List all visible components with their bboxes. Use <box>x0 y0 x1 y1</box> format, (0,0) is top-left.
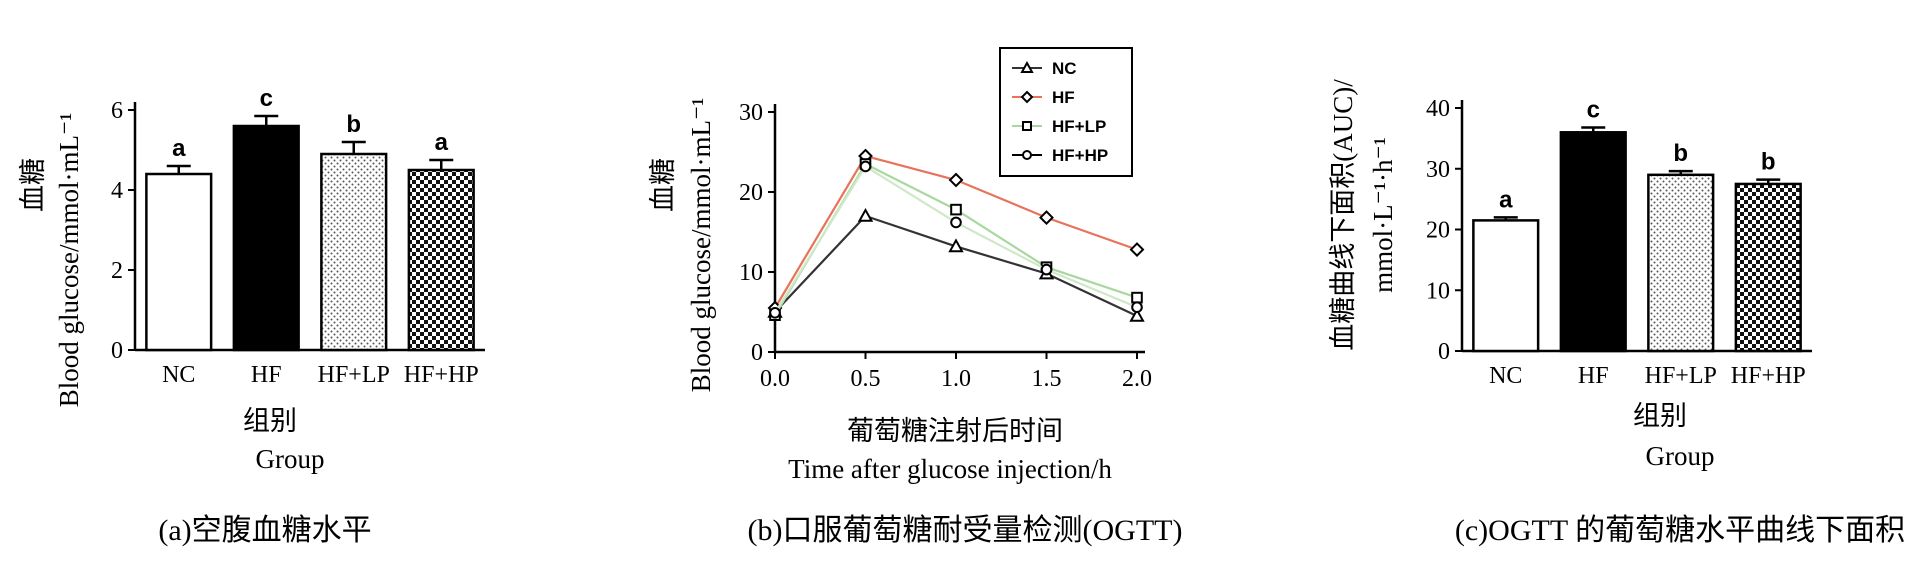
panel-c-caption: (c)OGTT 的葡萄糖水平曲线下面积 <box>1455 514 1905 547</box>
panel-c-ytick-label: 30 <box>1426 157 1450 183</box>
panel-b-xlabel: Time after glucose injection/h <box>788 454 1112 484</box>
panel-b-point-nc <box>1129 307 1145 322</box>
panel-b-point-hf-hp <box>950 216 962 229</box>
panel-b-legend-marker <box>1022 121 1032 131</box>
panel-c-plot: 0 10 20 30 40 a NC c HF b HF+LP b HF+HP <box>1426 96 1812 389</box>
panel-c-ylabel-line2: mmol·L⁻¹·h⁻¹ <box>1368 137 1398 293</box>
panel-b-xtick-label: 0.5 <box>851 366 881 392</box>
panel-a-xlabel-cn: 组别 <box>243 406 297 436</box>
panel-a-category-label: HF <box>251 362 282 388</box>
panel-b-point-hf <box>1039 210 1054 226</box>
panel-c-ylabel-line1: 血糖曲线下面积(AUC)/ <box>1328 79 1358 351</box>
panel-c-category-label: HF <box>1578 363 1609 389</box>
panel-a-bar-hf-hp <box>407 168 475 352</box>
panel-c: 0 10 20 30 40 a NC c HF b HF+LP b HF+HP 血糖曲线下面积(AUC)… <box>1328 79 1905 547</box>
panel-b-ytick-label: 30 <box>739 100 763 126</box>
panel-c-significance-letter: b <box>1761 149 1776 176</box>
panel-c-category-label: HF+HP <box>1731 363 1806 389</box>
panel-c-category-label: HF+LP <box>1645 363 1717 389</box>
panel-b-legend-entry: HF <box>1052 88 1075 107</box>
panel-b-point-hf-hp <box>1040 263 1053 276</box>
panel-a-category-label: HF+HP <box>404 362 479 388</box>
panel-b-xtick-label: 1.0 <box>941 366 971 392</box>
panel-b-ylabel: Blood glucose/mmol·mL⁻¹ <box>686 98 716 393</box>
panel-b-legend-entry: NC <box>1052 59 1077 78</box>
panel-c-significance-letter: a <box>1499 186 1513 213</box>
panel-b-caption: (b)口服葡萄糖耐受量检测(OGTT) <box>748 514 1183 547</box>
panel-b-plot: 0 10 20 30 0.0 0.5 1.0 1.5 2.0 NC HF HF+LP HF+HP <box>739 47 1152 392</box>
panel-c-ytick-label: 0 <box>1438 339 1450 365</box>
panel-b-legend-entry: HF+HP <box>1052 146 1108 165</box>
panel-b-point-hf-lp <box>1131 291 1143 304</box>
panel-c-bar-hf <box>1559 131 1627 353</box>
panel-b-point-nc <box>948 238 964 253</box>
panel-c-ytick-label: 20 <box>1426 218 1450 244</box>
panel-b-legend-marker <box>1022 150 1032 160</box>
panel-b-xtick-label: 2.0 <box>1122 366 1152 392</box>
panel-b-ytick-label: 20 <box>739 180 763 206</box>
panel-a-plot: 0 2 4 6 a NC c HF b HF+LP a HF+HP <box>111 85 485 388</box>
panel-b-point-hf <box>948 172 964 188</box>
panel-b: 0 10 20 30 0.0 0.5 1.0 1.5 2.0 NC HF HF+LP HF+HP Blo… <box>648 47 1183 547</box>
panel-a-bar-nc <box>145 172 213 352</box>
panel-c-xlabel: Group <box>1646 441 1715 471</box>
panel-a-bar-hf-lp <box>320 152 388 352</box>
panel-b-legend-marker <box>1020 90 1034 104</box>
panel-b-xtick-label: 0.0 <box>760 366 790 392</box>
panel-a-ytick-label: 0 <box>111 338 123 364</box>
panel-a-ytick-label: 4 <box>111 178 123 204</box>
panel-a-category-label: HF+LP <box>318 362 390 388</box>
panel-c-bar-nc <box>1472 219 1540 353</box>
panel-a-significance-letter: a <box>172 135 186 162</box>
panel-c-ytick-label: 10 <box>1426 278 1450 304</box>
panel-b-point-hf-lp <box>950 203 962 216</box>
panel-b-ytick-label: 0 <box>751 340 763 366</box>
panel-b-legend-entry: HF+LP <box>1052 117 1106 136</box>
panel-b-xlabel-cn: 葡萄糖注射后时间 <box>847 416 1063 446</box>
panel-a-xlabel: Group <box>256 444 325 474</box>
panel-b-point-nc <box>857 207 874 222</box>
panel-b-point-hf-hp <box>1131 301 1143 314</box>
panel-a-significance-letter: a <box>435 129 449 156</box>
panel-c-bar-hf-hp <box>1734 182 1802 353</box>
panel-a-ylabel-cn: 血糖 <box>18 158 48 212</box>
panel-c-significance-letter: c <box>1587 96 1600 123</box>
panel-b-legend-marker <box>1020 60 1034 73</box>
panel-b-point-hf-hp <box>859 160 872 173</box>
panel-a-caption: (a)空腹血糖水平 <box>158 514 371 547</box>
panel-b-point-hf-hp <box>769 307 781 319</box>
panel-a-ytick-label: 2 <box>111 258 123 284</box>
panel-b-ylabel-cn: 血糖 <box>648 158 678 212</box>
panel-c-bar-hf-lp <box>1647 173 1715 353</box>
panel-b-legend: NC HF HF+LP HF+HP <box>999 47 1133 177</box>
panel-a-significance-letter: b <box>346 111 361 138</box>
panel-a-category-label: NC <box>162 362 195 388</box>
panel-a-significance-letter: c <box>260 85 273 112</box>
panel-c-ytick-label: 40 <box>1426 96 1450 122</box>
panel-c-xlabel-cn: 组别 <box>1633 401 1687 431</box>
panel-b-point-hf <box>1129 242 1145 258</box>
panel-a-ytick-label: 6 <box>111 98 123 124</box>
panel-a: 0 2 4 6 a NC c HF b HF+LP a HF+HP Blood glucose/mmo… <box>18 85 485 547</box>
panel-a-ylabel: Blood glucose/mmol·mL⁻¹ <box>54 113 84 408</box>
panel-a-bar-hf <box>232 124 300 352</box>
panel-b-ytick-label: 10 <box>739 260 763 286</box>
panel-b-xtick-label: 1.5 <box>1032 366 1062 392</box>
panel-c-category-label: NC <box>1489 363 1522 389</box>
panel-c-significance-letter: b <box>1673 140 1688 167</box>
